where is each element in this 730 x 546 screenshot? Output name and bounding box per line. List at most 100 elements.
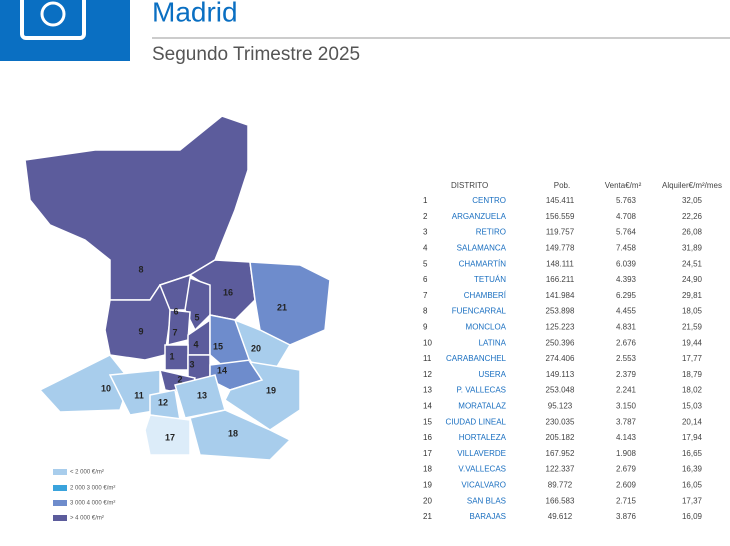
district-name: CENTRO [472, 196, 506, 205]
cell: 119.757 [546, 228, 575, 237]
legend-label: < 2 000 €/m² [70, 470, 104, 476]
legend-swatch [53, 515, 67, 521]
cell: 149.778 [546, 244, 575, 253]
cell: 166.211 [546, 275, 575, 284]
cell: 13 [423, 386, 432, 395]
district-name: HORTALEZA [459, 433, 507, 442]
cell: 17,77 [682, 354, 703, 363]
title: Madrid [152, 0, 238, 27]
cell: 253.898 [546, 307, 575, 316]
column-header: Venta€/m² [605, 181, 642, 190]
cell: 16 [423, 433, 432, 442]
cell: 4 [423, 244, 428, 253]
district-label: 9 [138, 326, 143, 336]
district-label: 3 [189, 359, 194, 369]
cell: 2.715 [616, 496, 637, 505]
district-label: 7 [172, 327, 177, 337]
district [249, 261, 331, 346]
district-label: 16 [223, 287, 233, 297]
district-label: 11 [134, 390, 144, 400]
map-labels: 1 2 3 4 5 6 7 8 9 10 11 12 13 14 15 16 1… [101, 264, 287, 442]
district-label: 17 [165, 432, 175, 442]
cell: 4.455 [616, 307, 637, 316]
cell: 15 [423, 417, 432, 426]
cell: 26,08 [682, 228, 703, 237]
district-label: 13 [197, 390, 207, 400]
cell: 17 [423, 449, 432, 458]
district [189, 409, 292, 461]
cell: 7.458 [616, 244, 637, 253]
cell: 3.150 [616, 402, 637, 411]
district-label: 19 [266, 385, 276, 395]
district-name: LATINA [479, 338, 507, 347]
cell: 6 [423, 275, 428, 284]
cell: 5.764 [616, 228, 637, 237]
cell: 6.295 [616, 291, 637, 300]
cell: 230.035 [546, 417, 575, 426]
district-label: 2 [177, 374, 182, 384]
logo-icon [20, 0, 86, 40]
cell: 2.553 [616, 354, 637, 363]
map [24, 115, 331, 461]
cell: 89.772 [548, 481, 573, 490]
cell: 24,51 [682, 259, 703, 268]
cell: 2.679 [616, 465, 637, 474]
cell: 95.123 [548, 402, 573, 411]
cell: 2.676 [616, 338, 637, 347]
district-name: MORATALAZ [458, 402, 506, 411]
cell: 17,37 [682, 496, 703, 505]
cell: 20 [423, 496, 432, 505]
cell: 19,44 [682, 338, 703, 347]
cell: 31,89 [682, 244, 703, 253]
cell: 7 [423, 291, 428, 300]
district [167, 309, 191, 346]
cell: 32,05 [682, 196, 703, 205]
cell: 14 [423, 402, 432, 411]
cell: 22,26 [682, 212, 703, 221]
cell: 4.393 [616, 275, 637, 284]
district [233, 318, 292, 377]
district-name: RETIRO [476, 228, 506, 237]
cell: 29,81 [682, 291, 703, 300]
cell: 9 [423, 323, 428, 332]
cell: 21 [423, 512, 432, 521]
district-name: TETUÁN [474, 275, 506, 284]
legend-label: > 4 000 €/m² [70, 516, 104, 522]
district-label: 12 [158, 397, 168, 407]
cell: 274.406 [546, 354, 575, 363]
logo-box [0, 0, 130, 61]
cell: 16,39 [682, 465, 703, 474]
cell: 4.143 [616, 433, 637, 442]
cell: 1 [423, 196, 428, 205]
district-name: USERA [478, 370, 506, 379]
cell: 3 [423, 228, 428, 237]
cell: 21,59 [682, 323, 703, 332]
district-label: 4 [193, 339, 198, 349]
cell: 24,90 [682, 275, 703, 284]
cell: 4.831 [616, 323, 637, 332]
district-label: 8 [138, 264, 143, 274]
district-name: ARGANZUELA [452, 212, 507, 221]
district [144, 414, 191, 456]
cell: 2.241 [616, 386, 637, 395]
column-header: DISTRITO [451, 181, 488, 190]
cell: 20,14 [682, 417, 703, 426]
district-name: VICALVARO [461, 481, 506, 490]
district-label: 20 [251, 343, 261, 353]
district-name: P. VALLECAS [456, 386, 506, 395]
column-header: Alquiler€/m²/mes [662, 181, 722, 190]
cell: 49.612 [548, 512, 573, 521]
cell: 16,05 [682, 481, 703, 490]
cell: 125.223 [546, 323, 575, 332]
logo-icon [40, 1, 66, 27]
legend: < 2 000 €/m² 2 000 3 000 €/m² 3 000 4 00… [53, 469, 115, 522]
cell: 145.411 [546, 196, 575, 205]
cell: 18,05 [682, 307, 703, 316]
cell: 156.559 [546, 212, 575, 221]
legend-swatch [53, 500, 67, 506]
cell: 17,94 [682, 433, 703, 442]
cell: 2.379 [616, 370, 637, 379]
district-name: BARAJAS [470, 512, 506, 521]
cell: 166.583 [546, 496, 575, 505]
cell: 12 [423, 370, 432, 379]
